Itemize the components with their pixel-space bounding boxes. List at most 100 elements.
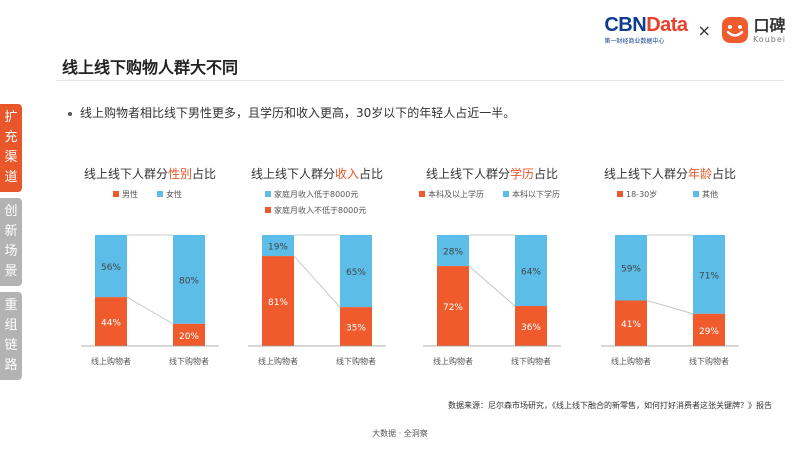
chart-title: 线上线下人群分性别占比	[84, 166, 216, 181]
data-label: 80%	[179, 276, 199, 286]
summary-bullet: 线上购物者相比线下男性更多，且学历和收入更高，30岁以下的年轻人占近一半。	[68, 104, 515, 121]
times-sign: ×	[697, 20, 711, 40]
chart-title: 线上线下人群分年龄占比	[604, 166, 736, 181]
koubei-cn-text: 口碑	[753, 15, 786, 35]
legend-swatch	[503, 191, 509, 197]
legend-swatch	[617, 191, 623, 197]
legend-swatch	[419, 191, 425, 197]
data-label: 36%	[521, 323, 541, 333]
bar-segment-offline-lower	[340, 307, 372, 346]
koubei-logo: 口碑 Koubei	[721, 16, 786, 44]
chart-title-suffix: 占比	[712, 166, 736, 181]
data-source: 数据来源：尼尔森市场研究，《线上线下融合的新零售，如何打好消费者这张关键牌？》报…	[448, 401, 772, 410]
chart-title-suffix: 占比	[192, 166, 216, 181]
legend-label: 18-30岁	[626, 189, 657, 199]
chart-title-highlight: 收入	[335, 167, 359, 181]
data-label: 65%	[346, 268, 366, 278]
bar-segment-online-lower	[437, 266, 469, 346]
koubei-smile-icon	[721, 17, 748, 43]
chart-title-highlight: 学历	[510, 166, 534, 181]
sidebar-tab-char: 扩	[4, 110, 18, 125]
bar-segment-offline-lower	[515, 306, 547, 346]
page-title: 线上线下购物人群大不同	[62, 58, 239, 77]
bar-segment-offline-upper	[693, 235, 725, 314]
bar-segment-online-lower	[615, 300, 647, 346]
sidebar-tab-char: 新	[4, 224, 18, 239]
legend-label: 家庭月收入低于8000元	[274, 189, 358, 199]
data-label: 64%	[521, 268, 541, 278]
chart-title-prefix: 线上线下人群分	[426, 167, 510, 181]
data-label: 41%	[621, 320, 641, 330]
chart-title-highlight: 年龄	[688, 167, 712, 181]
chart-title-suffix: 占比	[534, 166, 558, 181]
connector-line-split	[646, 300, 694, 315]
category-label: 线下购物者	[689, 356, 729, 366]
bar-segment-offline-upper	[340, 235, 372, 308]
sidebar-tab-char: 道	[4, 170, 18, 185]
legend-swatch	[265, 191, 271, 197]
chart-title: 线上线下人群分学历占比	[426, 166, 558, 181]
bar-segment-online-lower	[95, 297, 127, 346]
data-label: 71%	[699, 271, 719, 281]
category-label: 线上购物者	[258, 356, 298, 366]
connector-line-split	[468, 265, 516, 307]
data-label: 28%	[443, 248, 463, 258]
bar-segment-offline-upper	[173, 235, 205, 324]
legend-swatch	[113, 191, 119, 197]
data-label: 72%	[443, 303, 463, 313]
category-label: 线下购物者	[336, 356, 376, 366]
bar-segment-online-lower	[262, 256, 294, 346]
data-label: 20%	[179, 332, 199, 342]
legend-swatch	[693, 191, 699, 197]
legend-label: 本科以下学历	[512, 189, 560, 199]
sidebar-tab-restructure-links[interactable]: 重 组 链 路	[0, 292, 22, 380]
connector-line-split	[293, 255, 341, 308]
sidebar-tab-char: 路	[4, 358, 18, 373]
data-label: 29%	[699, 327, 719, 337]
bar-segment-online-upper	[437, 235, 469, 267]
bar-segment-offline-upper	[515, 235, 547, 307]
bar-segment-offline-lower	[173, 323, 205, 346]
chart-title-prefix: 线上线下人群分	[251, 167, 335, 181]
sidebar-tab-char: 渠	[4, 150, 18, 165]
summary-text: 线上购物者相比线下男性更多，且学历和收入更高，30岁以下的年轻人占近一半。	[80, 106, 516, 120]
bar-segment-online-upper	[615, 235, 647, 301]
footer-tagline: 大数据 · 全洞察	[372, 429, 428, 438]
bar-segment-online-upper	[262, 235, 294, 257]
sidebar-tab-char: 重	[4, 298, 18, 313]
sidebar-nav: 扩 充 渠 道 创 新 场 景 重 组 链 路	[0, 104, 22, 386]
chart-title-prefix: 线上线下人群分	[604, 167, 688, 181]
cbn-logo-text: CBN	[604, 14, 647, 36]
sidebar-tab-char: 充	[4, 130, 18, 145]
chart-title-highlight: 性别	[168, 167, 192, 181]
cbn-subtitle: 第一财经商业数据中心	[604, 38, 665, 45]
category-label: 线下购物者	[169, 356, 209, 366]
sidebar-tab-innovate-scenes[interactable]: 创 新 场 景	[0, 198, 22, 286]
legend-label: 本科及以上学历	[428, 189, 484, 199]
legend-label: 男性	[122, 189, 138, 199]
title-divider	[56, 80, 784, 81]
bar-segment-online-upper	[95, 235, 127, 298]
legend-label: 女性	[166, 189, 182, 199]
chart-title-prefix: 线上线下人群分	[84, 167, 168, 181]
category-label: 线下购物者	[511, 356, 551, 366]
legend-swatch	[157, 191, 163, 197]
sidebar-tab-char: 场	[4, 244, 18, 259]
data-label: 81%	[268, 298, 288, 308]
sidebar-tab-char: 创	[4, 204, 18, 219]
data-label: 44%	[101, 319, 121, 329]
category-label: 线上购物者	[611, 356, 651, 366]
bar-segment-offline-lower	[693, 313, 725, 346]
koubei-en-text: Koubei	[752, 34, 786, 44]
bullet-dot-icon	[68, 111, 72, 116]
connector-line-split	[126, 296, 174, 325]
sidebar-tab-char: 组	[4, 318, 18, 333]
data-label: 56%	[101, 263, 121, 273]
data-logo-text: Data	[646, 14, 688, 36]
header-logos: CBNData 第一财经商业数据中心 × 口碑 Koubei	[604, 12, 786, 48]
data-label: 35%	[346, 324, 366, 334]
sidebar-tab-expand-channels[interactable]: 扩 充 渠 道	[0, 104, 22, 192]
category-label: 线上购物者	[91, 356, 131, 366]
chart-title: 线上线下人群分收入占比	[251, 166, 383, 181]
